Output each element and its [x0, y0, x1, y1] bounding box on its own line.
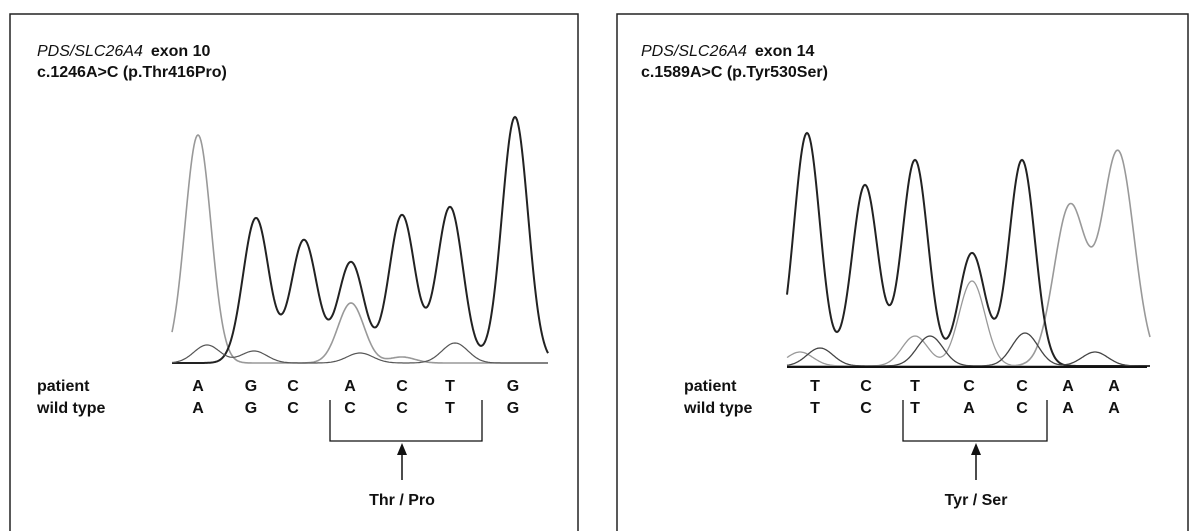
base: T: [910, 400, 920, 417]
base: T: [910, 378, 920, 395]
exon: exon 10: [151, 43, 211, 60]
base: C: [287, 378, 299, 395]
base: G: [245, 378, 257, 395]
mutation: c.1589A>C (p.Tyr530Ser): [641, 64, 828, 81]
figure: PDS/SLC26A4 exon 10 c.1246A>C (p.Thr416Pro…: [0, 0, 1189, 531]
base: T: [810, 378, 820, 395]
panel-frame: [617, 14, 1188, 531]
trace: [172, 117, 548, 363]
base: G: [507, 378, 519, 395]
base: A: [192, 400, 204, 417]
base: C: [1016, 378, 1028, 395]
base: G: [245, 400, 257, 417]
mutation: c.1246A>C (p.Thr416Pro): [37, 64, 227, 81]
base: A: [963, 400, 975, 417]
panel-title: PDS/SLC26A4 exon 14: [641, 43, 815, 60]
base: C: [860, 378, 872, 395]
amino-acid-change: Tyr / Ser: [945, 492, 1008, 509]
gene-name: PDS/SLC26A4: [37, 43, 143, 60]
base: A: [1062, 378, 1074, 395]
base: A: [1108, 400, 1120, 417]
base: C: [287, 400, 299, 417]
row-label: wild type: [36, 400, 106, 417]
base: C: [396, 378, 408, 395]
row-label: patient: [37, 378, 90, 395]
base: T: [445, 400, 455, 417]
exon: exon 14: [755, 43, 815, 60]
amino-acid-change: Thr / Pro: [369, 492, 435, 509]
trace: [172, 135, 548, 363]
trace: [787, 333, 1150, 366]
base: A: [192, 378, 204, 395]
base: A: [344, 378, 356, 395]
base: T: [445, 378, 455, 395]
base: A: [1062, 400, 1074, 417]
base: G: [507, 400, 519, 417]
arrow-head: [971, 443, 981, 455]
base: C: [860, 400, 872, 417]
arrow-head: [397, 443, 407, 455]
row-label: patient: [684, 378, 737, 395]
base: T: [810, 400, 820, 417]
gene-name: PDS/SLC26A4: [641, 43, 747, 60]
chromatogram: [172, 117, 1150, 366]
row-label: wild type: [683, 400, 753, 417]
base: A: [1108, 378, 1120, 395]
base: C: [344, 400, 356, 417]
trace: [787, 133, 1150, 366]
base: C: [963, 378, 975, 395]
base: C: [396, 400, 408, 417]
base: C: [1016, 400, 1028, 417]
panel-title: PDS/SLC26A4 exon 10: [37, 43, 211, 60]
